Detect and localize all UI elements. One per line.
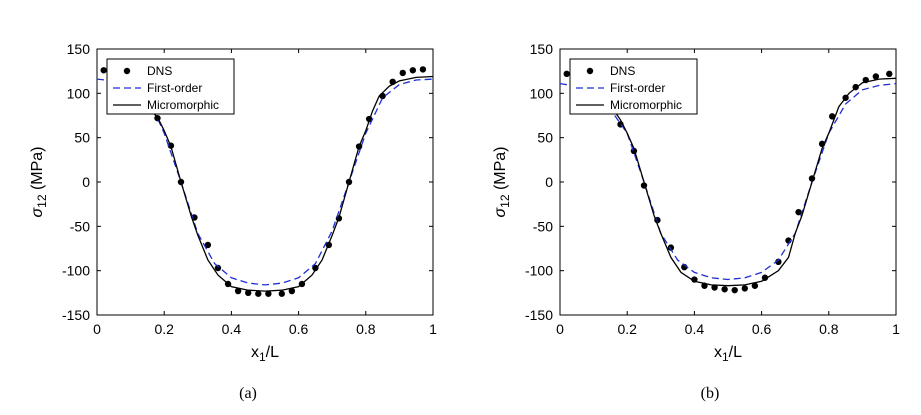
dns-data-point xyxy=(265,290,272,297)
legend: DNS First-order Micromorphic xyxy=(106,58,235,115)
series-micromorphic-line xyxy=(606,77,896,287)
x-axis-label-main: x xyxy=(714,344,722,361)
dns-data-point xyxy=(795,208,802,216)
y-tick-label: 150 xyxy=(67,41,91,57)
panel-caption: (a) xyxy=(239,385,257,402)
y-tick-label: 50 xyxy=(537,130,553,146)
dns-data-point xyxy=(204,241,212,249)
dns-data-point xyxy=(667,244,675,251)
dns-data-point xyxy=(214,264,222,272)
x-tick-label: 0.6 xyxy=(289,321,309,337)
legend-dns-marker xyxy=(586,67,594,75)
y-tick-label: -50 xyxy=(70,218,90,234)
x-tick-label: 0.8 xyxy=(356,321,376,337)
dns-data-point xyxy=(711,284,718,291)
dns-data-point xyxy=(234,287,242,295)
y-tick-label: 100 xyxy=(67,85,91,101)
y-axis-label-subscript: 12 xyxy=(35,194,49,208)
x-axis-label-suffix: /L xyxy=(729,344,742,361)
dns-data-point xyxy=(409,67,417,74)
x-tick-label: 0.6 xyxy=(752,321,772,337)
legend-entry-label: Micromorphic xyxy=(610,98,682,112)
x-tick-label: 1 xyxy=(892,321,900,337)
chart-panel-2: 0 0.2 0.4 0.6 0.8 1-150-100-50050100150x1/Lσ1… xyxy=(492,41,900,402)
x-tick-label: 0.8 xyxy=(819,321,839,337)
y-tick-label: -100 xyxy=(525,263,553,279)
dns-data-point xyxy=(563,70,570,78)
legend-entry-label: DNS xyxy=(610,64,635,78)
dns-data-point xyxy=(886,70,893,78)
dns-data-point xyxy=(761,274,769,281)
y-tick-label: 0 xyxy=(545,174,553,190)
y-axis-label-suffix: (MPa) xyxy=(492,146,509,194)
dns-data-point xyxy=(741,285,748,292)
x-tick-label: 0.2 xyxy=(154,321,174,337)
legend: DNS First-order Micromorphic xyxy=(569,58,698,115)
dns-data-point xyxy=(245,289,252,297)
y-tick-label: 100 xyxy=(530,85,554,101)
x-tick-label: 0.4 xyxy=(685,321,705,337)
dns-data-point xyxy=(312,264,319,272)
dns-data-point xyxy=(278,290,285,297)
y-axis-label-main: σ xyxy=(29,207,46,218)
x-axis-label: x1/L xyxy=(714,344,742,364)
dns-data-point xyxy=(100,67,107,74)
dns-data-point xyxy=(419,66,427,73)
dns-data-point xyxy=(721,286,728,293)
y-tick-label: 0 xyxy=(82,174,90,190)
y-tick-label: -150 xyxy=(525,307,553,323)
series-first-order-line xyxy=(560,82,896,281)
dns-data-point xyxy=(399,69,406,77)
x-axis-label-main: x xyxy=(251,344,259,361)
x-tick-label: 0.4 xyxy=(222,321,242,337)
x-axis-label: x1/L xyxy=(251,344,279,364)
chart-panel-1: 0 0.2 0.4 0.6 0.8 1-150-100-50050100150x1/Lσ1… xyxy=(29,41,437,402)
x-tick-label: 0 xyxy=(93,321,101,337)
x-axis-label-suffix: /L xyxy=(266,344,279,361)
x-axis-label-subscript: 1 xyxy=(722,350,729,364)
y-tick-label: -100 xyxy=(62,263,90,279)
dns-data-point xyxy=(255,290,262,297)
y-axis-label-subscript: 12 xyxy=(498,194,512,208)
dns-data-point xyxy=(751,282,759,289)
dns-data-point xyxy=(288,287,296,295)
y-tick-label: 150 xyxy=(530,41,554,57)
dns-data-point xyxy=(828,113,836,120)
legend-dns-marker xyxy=(123,67,131,75)
dns-data-point xyxy=(872,73,880,80)
y-axis-label: σ12 (MPa) xyxy=(29,146,49,217)
y-tick-label: -150 xyxy=(62,307,90,323)
legend-entry-label: Micromorphic xyxy=(147,98,219,112)
x-tick-label: 1 xyxy=(429,321,437,337)
y-tick-label: 50 xyxy=(74,130,90,146)
legend-entry-label: First-order xyxy=(610,81,665,95)
series-micromorphic-line xyxy=(143,75,433,292)
x-tick-label: 0 xyxy=(556,321,564,337)
legend-entry-label: First-order xyxy=(147,81,202,95)
y-axis-label: σ12 (MPa) xyxy=(492,146,512,217)
panel-caption: (b) xyxy=(701,385,720,402)
y-axis-label-suffix: (MPa) xyxy=(29,146,46,194)
dns-data-point xyxy=(775,258,782,265)
x-axis-label-subscript: 1 xyxy=(259,350,266,364)
series-dns-markers xyxy=(100,66,427,297)
dns-data-point xyxy=(379,92,386,100)
legend-entry-label: DNS xyxy=(147,64,172,78)
y-axis-label-main: σ xyxy=(492,207,509,218)
y-tick-label: -50 xyxy=(533,218,553,234)
x-tick-label: 0.2 xyxy=(617,321,637,337)
dns-data-point xyxy=(731,286,738,294)
